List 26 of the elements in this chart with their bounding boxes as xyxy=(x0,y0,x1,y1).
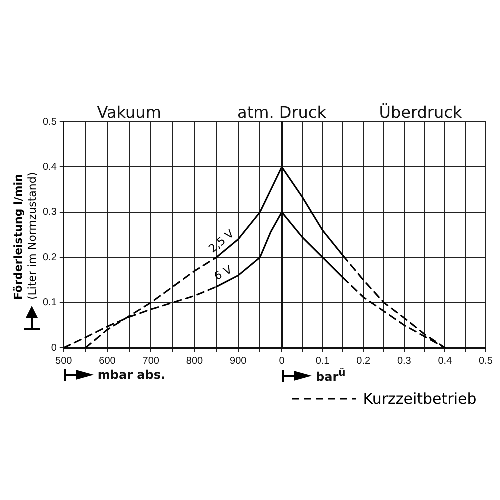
x-tick-label: 600 xyxy=(99,356,116,367)
annotation: Überdruck xyxy=(379,103,462,122)
legend-label: Kurzzeitbetrieb xyxy=(363,390,477,408)
y-tick-label: 0.4 xyxy=(42,162,58,173)
annotation: Vakuum xyxy=(97,103,162,122)
x-tick-label: 900 xyxy=(230,356,248,367)
x-tick-label: 0.4 xyxy=(438,356,453,367)
y-tick-label: 0.1 xyxy=(42,298,58,309)
y-tick-label: 0 xyxy=(51,342,58,354)
x-tick-label: 0.1 xyxy=(316,356,330,367)
y-tick-label: 0.3 xyxy=(42,207,58,218)
y-tick-label: 0.2 xyxy=(42,252,58,264)
y-tick-label: 0.5 xyxy=(42,116,58,128)
text: 6 V xyxy=(212,263,235,284)
annotation: atm. Druck xyxy=(238,103,326,122)
x-tick-label: 700 xyxy=(142,356,160,367)
x-tick-label: 0.3 xyxy=(397,356,412,367)
x-tick-label: 0 xyxy=(279,356,286,367)
x-tick-label: 800 xyxy=(186,356,204,367)
x-tick-label: 0.5 xyxy=(479,356,494,367)
x-tick-label: 500 xyxy=(56,356,73,367)
x-axis-title: mbar abs. xyxy=(98,368,166,382)
x-tick-label: 0.2 xyxy=(356,356,371,367)
text: 2,5 V xyxy=(206,227,238,256)
x-axis-title: bar$^{ü}$ xyxy=(316,368,346,384)
y-axis-title: Förderleistung l/min (Liter im Normzustand) xyxy=(12,171,40,300)
